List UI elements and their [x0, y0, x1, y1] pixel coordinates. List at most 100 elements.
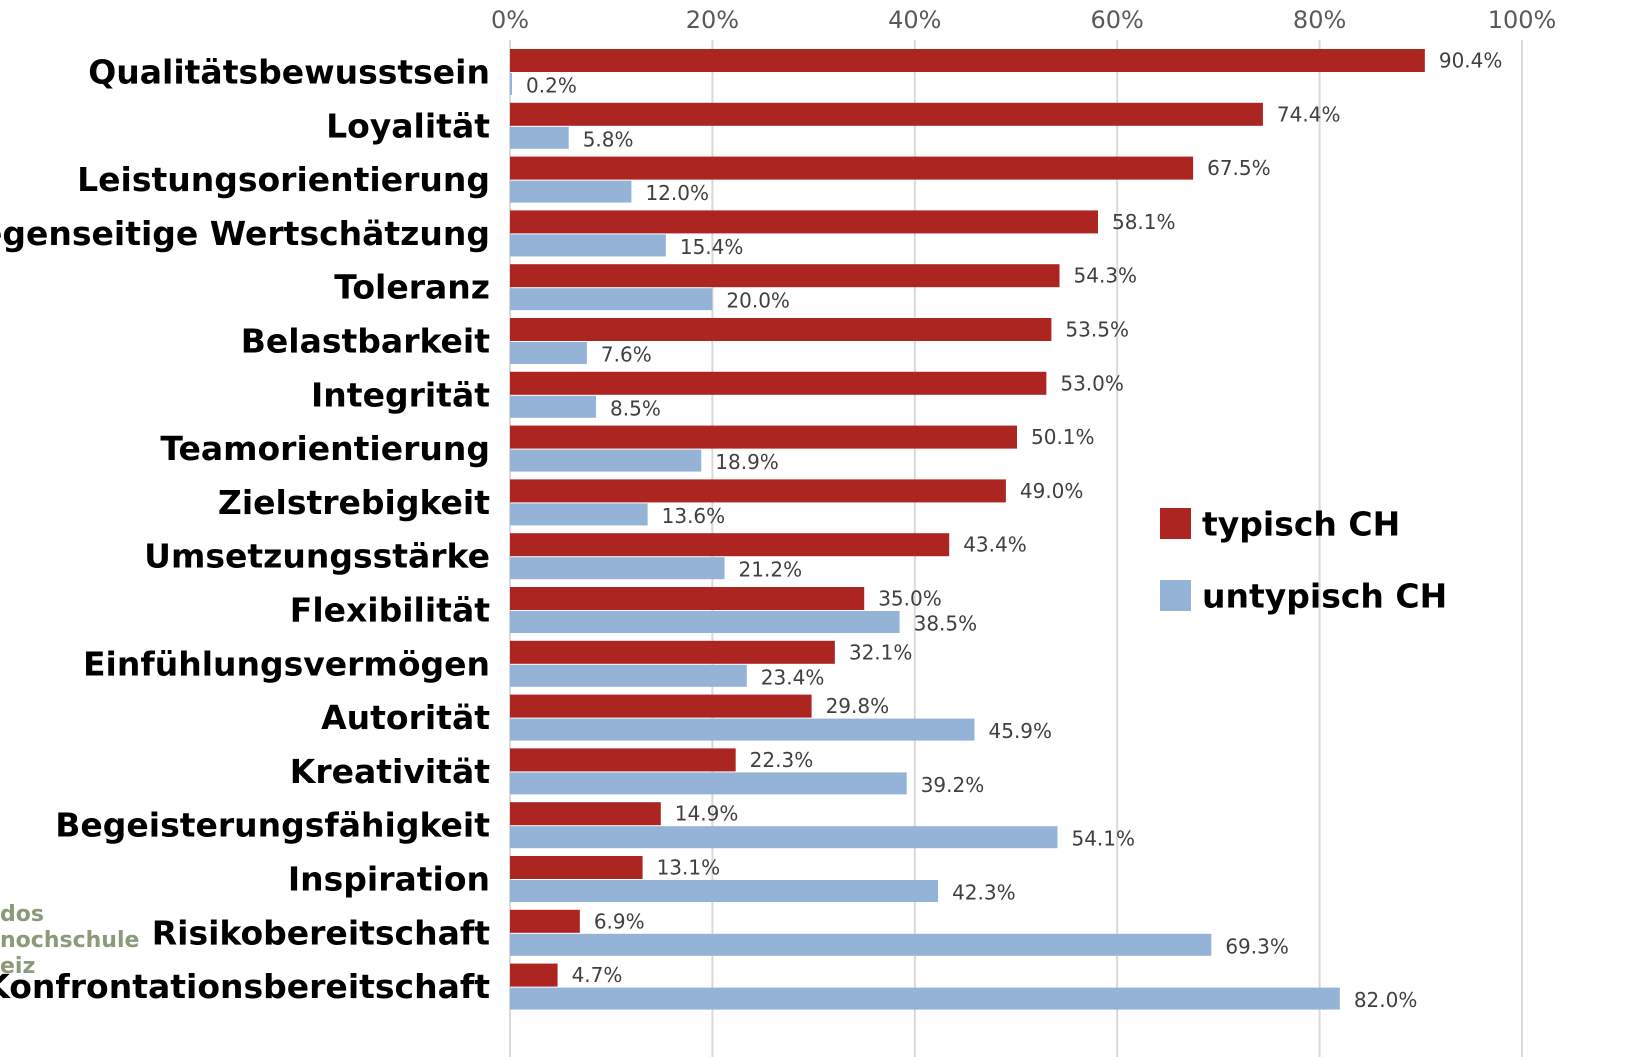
- bar: [510, 156, 1194, 180]
- bar: [510, 826, 1058, 849]
- category-label: Leistungsorientierung: [77, 160, 490, 199]
- value-label: 14.9%: [675, 802, 739, 826]
- category-label: Konfrontationsbereitschaft: [0, 967, 490, 1006]
- value-label: 35.0%: [878, 587, 942, 611]
- category-label: Flexibilität: [290, 591, 490, 630]
- legend-label: typisch CH: [1202, 505, 1400, 544]
- value-label: 13.1%: [657, 856, 721, 880]
- value-label: 39.2%: [921, 773, 985, 797]
- value-label: 67.5%: [1207, 156, 1271, 180]
- value-label: 8.5%: [610, 396, 661, 420]
- bar: [510, 718, 975, 741]
- value-label: 58.1%: [1112, 210, 1176, 234]
- value-label: 22.3%: [750, 748, 814, 772]
- bar: [510, 880, 939, 902]
- category-label: Qualitätsbewusstsein: [88, 53, 490, 92]
- category-label: Einfühlungsvermögen: [83, 644, 490, 683]
- bar: [510, 909, 580, 933]
- category-label: Kreativität: [290, 752, 490, 791]
- value-label: 23.4%: [761, 665, 825, 689]
- bar: [510, 772, 907, 795]
- category-label: Loyalität: [326, 106, 490, 145]
- bar: [510, 102, 1263, 126]
- value-label: 4.7%: [572, 963, 623, 987]
- bar: [510, 395, 597, 418]
- value-label: 54.1%: [1071, 827, 1135, 851]
- value-label: 49.0%: [1020, 479, 1084, 503]
- bar: [510, 180, 632, 203]
- value-label: 5.8%: [583, 127, 634, 151]
- bar: [510, 694, 812, 718]
- bar: [510, 210, 1098, 234]
- value-label: 69.3%: [1225, 934, 1289, 958]
- value-label: 42.3%: [952, 881, 1016, 905]
- bar: [510, 371, 1047, 395]
- category-label: Zielstrebigkeit: [218, 483, 490, 522]
- bar: [510, 264, 1060, 288]
- bar: [510, 640, 835, 664]
- x-tick-label: 0%: [491, 6, 529, 34]
- category-label: Begeisterungsfähigkeit: [55, 806, 490, 845]
- value-label: 18.9%: [715, 450, 779, 474]
- bar: [510, 126, 569, 149]
- bar: [510, 73, 513, 95]
- category-label: Teamorientierung: [160, 429, 490, 468]
- value-label: 38.5%: [914, 612, 978, 636]
- value-label: 32.1%: [849, 640, 913, 664]
- bar: [510, 557, 725, 580]
- bar: [510, 234, 666, 257]
- bar: [510, 533, 950, 557]
- bar: [510, 425, 1018, 449]
- legend-swatch: [1160, 508, 1191, 539]
- x-tick-label: 20%: [686, 6, 739, 34]
- category-label: Gegenseitige Wertschätzung: [0, 214, 490, 253]
- bar: [510, 933, 1212, 956]
- bar: [510, 963, 558, 987]
- bar: [510, 664, 747, 687]
- bar: [510, 342, 587, 364]
- value-label: 50.1%: [1031, 425, 1095, 449]
- value-label: 15.4%: [680, 235, 744, 259]
- bar: [510, 288, 713, 311]
- bar: [510, 49, 1425, 72]
- value-label: 43.4%: [963, 533, 1027, 557]
- value-label: 90.4%: [1439, 49, 1503, 73]
- value-label: 20.0%: [726, 289, 790, 313]
- value-label: 0.2%: [526, 74, 577, 98]
- watermark: eiz: [0, 954, 35, 979]
- category-label: Integrität: [311, 375, 490, 414]
- category-label: Risikobereitschaft: [152, 913, 490, 952]
- value-label: 6.9%: [594, 909, 645, 933]
- bar: [510, 503, 648, 526]
- value-label: 74.4%: [1277, 102, 1341, 126]
- bar: [510, 987, 1340, 1010]
- value-label: 54.3%: [1074, 264, 1138, 288]
- category-label: Belastbarkeit: [241, 322, 490, 361]
- category-label: Umsetzungsstärke: [144, 537, 490, 576]
- value-label: 12.0%: [645, 181, 709, 205]
- legend-label: untypisch CH: [1202, 577, 1447, 616]
- category-label: Autorität: [321, 698, 490, 737]
- value-label: 13.6%: [662, 504, 726, 528]
- bar: [510, 587, 865, 610]
- value-label: 45.9%: [989, 719, 1053, 743]
- value-label: 21.2%: [739, 558, 803, 582]
- bar: [510, 748, 736, 772]
- bar: [510, 611, 900, 633]
- bar: [510, 802, 661, 826]
- x-tick-label: 60%: [1091, 6, 1144, 34]
- bar: [510, 856, 643, 879]
- bar: [510, 449, 702, 472]
- value-label: 82.0%: [1354, 988, 1418, 1012]
- category-label: Inspiration: [288, 860, 490, 899]
- bar: [510, 318, 1052, 341]
- x-tick-label: 80%: [1293, 6, 1346, 34]
- category-label: Toleranz: [334, 268, 490, 307]
- value-label: 7.6%: [601, 343, 652, 367]
- value-label: 29.8%: [826, 694, 890, 718]
- value-label: 53.5%: [1065, 318, 1129, 342]
- value-label: 53.0%: [1060, 371, 1124, 395]
- watermark: nochschule: [0, 928, 139, 953]
- x-tick-label: 40%: [888, 6, 941, 34]
